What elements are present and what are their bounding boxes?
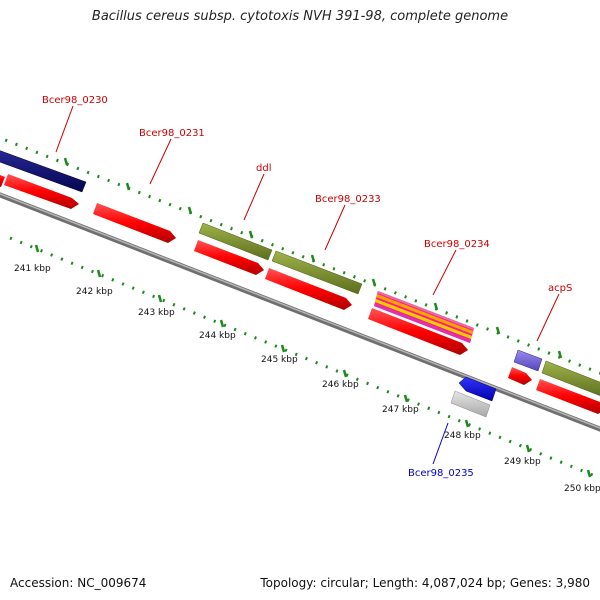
cds-arrow-1[interactable] xyxy=(0,171,5,187)
cds-features xyxy=(0,171,600,414)
tick-label-244: 244 kbp xyxy=(199,331,236,341)
gene-label-acps[interactable]: acpS xyxy=(548,283,572,294)
cds-arrow-3[interactable] xyxy=(93,203,176,243)
gene-label-bcer98-0231[interactable]: Bcer98_0231 xyxy=(139,128,205,139)
gene-labels: Bcer98_0230 Bcer98_0231 ddl Bcer98_0233 … xyxy=(42,95,572,479)
tick-label-242: 242 kbp xyxy=(76,287,113,297)
gene-label-bcer98-0233[interactable]: Bcer98_0233 xyxy=(315,194,381,205)
tick-label-249: 249 kbp xyxy=(504,457,541,467)
label-leaders xyxy=(55,105,560,465)
tick-label-245: 245 kbp xyxy=(261,355,298,365)
cds-arrow-2[interactable] xyxy=(4,174,79,209)
gene-bar-grey[interactable] xyxy=(450,390,491,418)
upper-major-ticks xyxy=(63,157,563,359)
gene-bar-bcer98-0235[interactable] xyxy=(458,376,497,402)
tick-label-250: 250 kbp xyxy=(564,484,600,494)
reverse-features xyxy=(450,376,497,418)
gene-bar-acps[interactable] xyxy=(513,349,543,372)
gene-bar-olive-right[interactable] xyxy=(541,360,600,398)
tick-label-241: 241 kbp xyxy=(14,264,51,274)
gene-bar-bcer98-0234[interactable] xyxy=(374,291,474,343)
lower-major-ticks xyxy=(34,244,592,478)
tick-label-248: 248 kbp xyxy=(444,431,481,441)
gene-label-ddl[interactable]: ddl xyxy=(256,163,271,174)
gene-label-bcer98-0235[interactable]: Bcer98_0235 xyxy=(408,468,474,479)
gene-bar-bcer98-0230[interactable] xyxy=(0,147,87,193)
gene-bar-ddl[interactable] xyxy=(198,222,273,261)
cds-arrow-4[interactable] xyxy=(194,240,264,275)
gene-bar-bcer98-0233[interactable] xyxy=(271,250,363,295)
tick-label-247: 247 kbp xyxy=(382,405,419,415)
cds-arrow-5[interactable] xyxy=(265,268,352,310)
genome-backbone xyxy=(0,192,600,432)
tick-label-246: 246 kbp xyxy=(322,380,359,390)
gene-label-bcer98-0234[interactable]: Bcer98_0234 xyxy=(424,239,490,250)
gene-features xyxy=(0,147,600,398)
tick-label-243: 243 kbp xyxy=(138,308,175,318)
gene-label-bcer98-0230[interactable]: Bcer98_0230 xyxy=(42,95,108,106)
cds-arrow-8[interactable] xyxy=(536,379,600,414)
map-title: Bacillus cereus subsp. cytotoxis NVH 391… xyxy=(91,9,509,24)
genome-summary-text: Topology: circular; Length: 4,087,024 bp… xyxy=(260,576,590,590)
accession-text: Accession: NC_009674 xyxy=(10,576,147,590)
tick-labels: 241 kbp 242 kbp 243 kbp 244 kbp 245 kbp … xyxy=(14,264,600,494)
cds-arrow-7[interactable] xyxy=(508,367,532,385)
upper-dot-track xyxy=(0,136,600,375)
cds-arrow-6[interactable] xyxy=(368,308,468,355)
